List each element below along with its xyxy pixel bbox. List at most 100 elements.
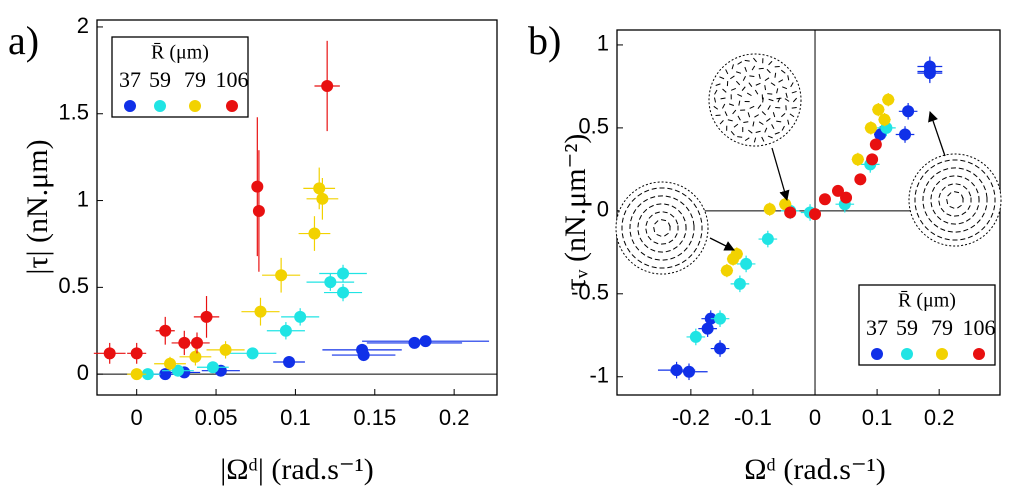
inset-dash (727, 119, 733, 122)
data-point (899, 128, 912, 141)
inset-dash (645, 220, 648, 226)
inset-dash (941, 176, 947, 181)
inset-dash (776, 97, 782, 100)
inset-dash (785, 92, 788, 98)
inset-dash (643, 198, 648, 203)
arrow (771, 147, 790, 201)
inset-dash (651, 266, 657, 269)
inset-dash (985, 192, 988, 198)
y-tick-label: 2 (77, 13, 89, 38)
data-point (283, 356, 296, 369)
inset-dash (693, 203, 698, 209)
inset-dash (923, 188, 926, 194)
legend-label: 59 (896, 315, 918, 340)
data-point (337, 286, 350, 299)
y-axis-label: |τ| (nN.μm) (21, 139, 54, 274)
legend-label: 106 (216, 67, 249, 92)
inset-dash (778, 79, 784, 83)
inset-dash (681, 192, 687, 197)
inset-dash (768, 98, 774, 102)
inset-dash (697, 240, 701, 246)
inset-dash (674, 263, 680, 267)
inset-dash (674, 233, 678, 238)
data-point (275, 269, 288, 282)
inset-dash (993, 205, 996, 211)
inset-dash (664, 203, 670, 206)
inset-dash (637, 230, 640, 236)
data-point (171, 364, 184, 377)
inset-dash (733, 123, 739, 128)
inset-dash (963, 228, 969, 232)
data-point (831, 184, 844, 197)
inset-disc (708, 53, 802, 147)
x-tick-label: -0.1 (734, 405, 772, 430)
inset-dash (664, 232, 669, 237)
legend-label: 79 (931, 315, 953, 340)
inset-dash (957, 175, 963, 178)
inset-dash (713, 97, 717, 103)
legend-marker (936, 348, 948, 360)
inset-dash (648, 204, 654, 209)
inset-dash (736, 71, 742, 74)
inset-dash (748, 129, 753, 134)
y-tick-label: 0.5 (58, 273, 89, 298)
arrow (928, 111, 946, 157)
inset-dash (667, 187, 673, 190)
legend-label: 59 (149, 67, 171, 92)
inset-dash (753, 137, 757, 143)
data-point (308, 227, 321, 240)
inset-dash (768, 60, 773, 66)
inset-dash (776, 120, 782, 123)
inset-dash (958, 167, 964, 170)
inset-dash (621, 217, 624, 223)
inset-dash (673, 197, 679, 201)
data-point (219, 343, 232, 356)
inset-dash (935, 180, 941, 186)
inset-dash (784, 98, 790, 102)
data-point (130, 368, 143, 381)
inset-dash (974, 164, 980, 169)
inset-dash (748, 82, 753, 87)
inset-dash (656, 233, 662, 237)
legend-label: 37 (119, 67, 141, 92)
inset-dash (742, 76, 746, 81)
inset-dash (700, 233, 703, 239)
inset-dash (630, 216, 633, 222)
inset-dash (722, 103, 726, 109)
y-axis-label: τᵥ (nN.μm⁻²) (559, 134, 592, 291)
inset-dash (930, 164, 936, 169)
plot-frame (616, 29, 1001, 396)
data-point (740, 257, 753, 270)
inset-dash (631, 197, 636, 202)
panel-label: b) (528, 18, 561, 63)
inset-dash (621, 233, 624, 239)
inset-dash (932, 209, 936, 215)
data-point (321, 79, 334, 92)
inset-dash (743, 121, 749, 124)
inset-dash (946, 199, 949, 205)
inset-dash (967, 161, 973, 165)
inset-dash (683, 247, 688, 252)
inset-dash (692, 220, 695, 226)
data-point (730, 247, 743, 260)
inset-dash (960, 159, 966, 162)
inset-dash (643, 244, 649, 249)
data-point (419, 335, 432, 348)
plot-frame (96, 19, 498, 396)
inset-dash (789, 113, 795, 118)
inset-dash (732, 109, 737, 115)
inset-dash (637, 203, 642, 208)
inset-dash (725, 69, 729, 75)
inset-dash (960, 194, 964, 200)
data-point (200, 310, 213, 323)
data-point (316, 192, 329, 205)
inset-dash (781, 125, 785, 131)
legend-label: 106 (963, 315, 996, 340)
inset-dash (645, 228, 648, 234)
inset-dash (685, 206, 690, 212)
x-tick-label: 0 (131, 405, 143, 430)
inset-dash (714, 89, 718, 95)
inset-dash (639, 237, 643, 243)
y-tick-label: 0 (597, 197, 609, 222)
inset-dash (744, 59, 750, 62)
